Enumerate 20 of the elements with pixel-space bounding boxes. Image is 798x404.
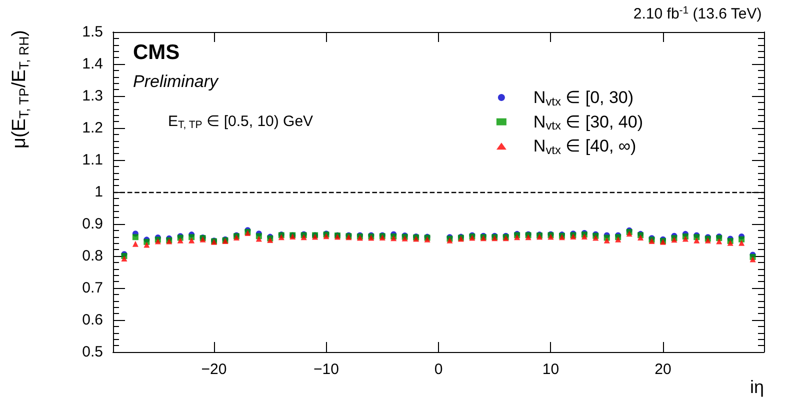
y-tick-label: 1.1 [82,152,103,168]
y-tick-label: 1.2 [82,120,103,136]
y-tick-label: 0.6 [82,312,103,328]
x-tick-label: 20 [654,361,672,378]
x-tick-label: −10 [314,361,339,378]
y-tick-label: 0.5 [82,344,103,360]
y-tick-label: 1.5 [82,24,103,40]
y-tick-label: 1.3 [82,88,103,104]
y-tick-label: 0.9 [82,216,103,232]
y-tick-label: 1.4 [82,56,103,72]
x-tick-label: −20 [201,361,227,378]
y-tick-label: 0.7 [82,280,103,296]
y-tick-label: 0.8 [82,248,103,264]
y-tick-label: 1 [94,184,103,200]
x-tick-label: 0 [434,361,443,378]
annotation: CMS [133,41,180,64]
x-tick-label: 10 [542,361,560,378]
annotation: Preliminary [133,72,220,91]
x-axis-title: iη [750,377,764,397]
y-axis-title: μ(ET, TP/ET, RH) [9,30,32,148]
